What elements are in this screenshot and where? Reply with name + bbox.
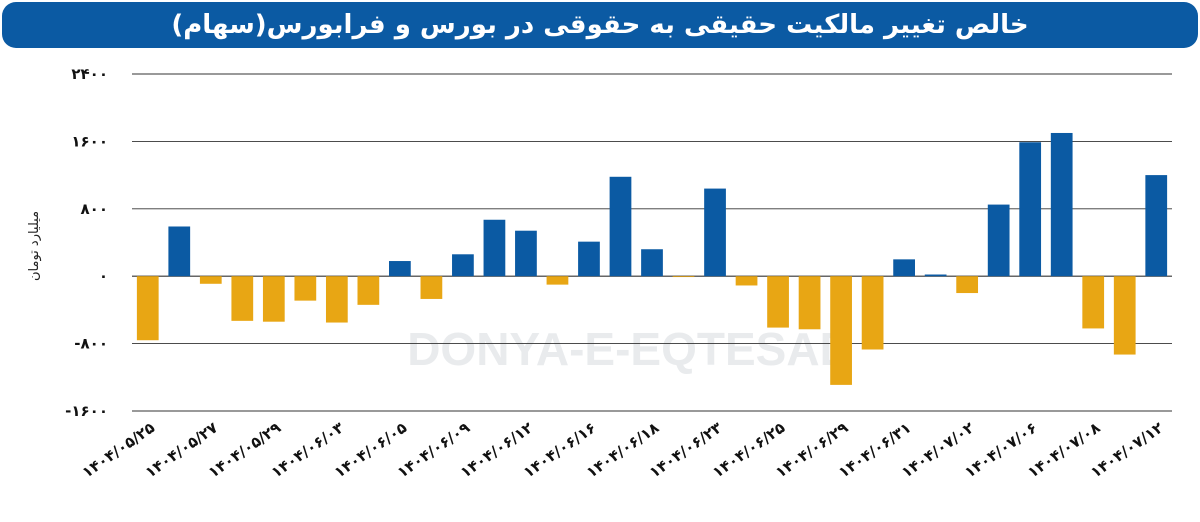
bar — [168, 226, 191, 277]
bar — [1145, 175, 1168, 277]
x-axis-ticks: ۱۴۰۴/۰۵/۲۵۱۴۰۴/۰۵/۲۷۱۴۰۴/۰۵/۲۹۱۴۰۴/۰۶/۰۳… — [79, 419, 1167, 482]
bar — [830, 276, 852, 385]
bar — [893, 259, 915, 277]
y-tick-label: -۱۶۰۰ — [65, 402, 108, 420]
bar — [1113, 276, 1136, 355]
bar — [136, 276, 159, 341]
bar — [798, 276, 821, 330]
y-axis-label: میلیارد تومان — [27, 211, 42, 281]
bar — [1019, 142, 1042, 277]
bar — [389, 261, 411, 277]
bar — [294, 276, 317, 301]
bar — [199, 276, 222, 284]
bar — [704, 188, 726, 277]
bar — [483, 219, 506, 277]
y-tick-label: ۰ — [99, 267, 108, 285]
bar — [735, 276, 758, 286]
chart-title: خالص تغییر مالکیت حقیقی به حقوقی در بورس… — [171, 10, 1029, 40]
watermark-text: DONYA-E-EQTESAD — [407, 323, 853, 375]
bar — [546, 276, 569, 285]
bar — [578, 241, 600, 277]
bar — [325, 276, 348, 323]
bar — [861, 276, 884, 350]
bar — [262, 276, 285, 322]
y-tick-label: ۸۰۰ — [81, 200, 108, 218]
bar — [672, 276, 695, 278]
bar — [515, 230, 537, 277]
bar — [641, 249, 663, 277]
y-tick-label: ۱۶۰۰ — [71, 132, 108, 150]
bar — [609, 176, 632, 277]
bar — [1050, 132, 1073, 277]
y-tick-label: ۲۴۰۰ — [71, 65, 108, 83]
bar — [987, 204, 1010, 277]
bar — [452, 254, 474, 277]
bar — [956, 276, 979, 294]
bar — [767, 276, 789, 328]
y-axis-ticks: ۲۴۰۰ ۱۶۰۰ ۸۰۰ ۰ -۸۰۰ -۱۶۰۰ — [65, 65, 108, 420]
bar — [231, 276, 254, 321]
bars — [136, 132, 1168, 385]
bar — [924, 274, 947, 277]
title-bar: خالص تغییر مالکیت حقیقی به حقوقی در بورس… — [2, 2, 1198, 48]
bar — [420, 276, 443, 299]
bar — [357, 276, 380, 305]
y-tick-label: -۸۰۰ — [74, 335, 108, 353]
bar — [1082, 276, 1105, 329]
